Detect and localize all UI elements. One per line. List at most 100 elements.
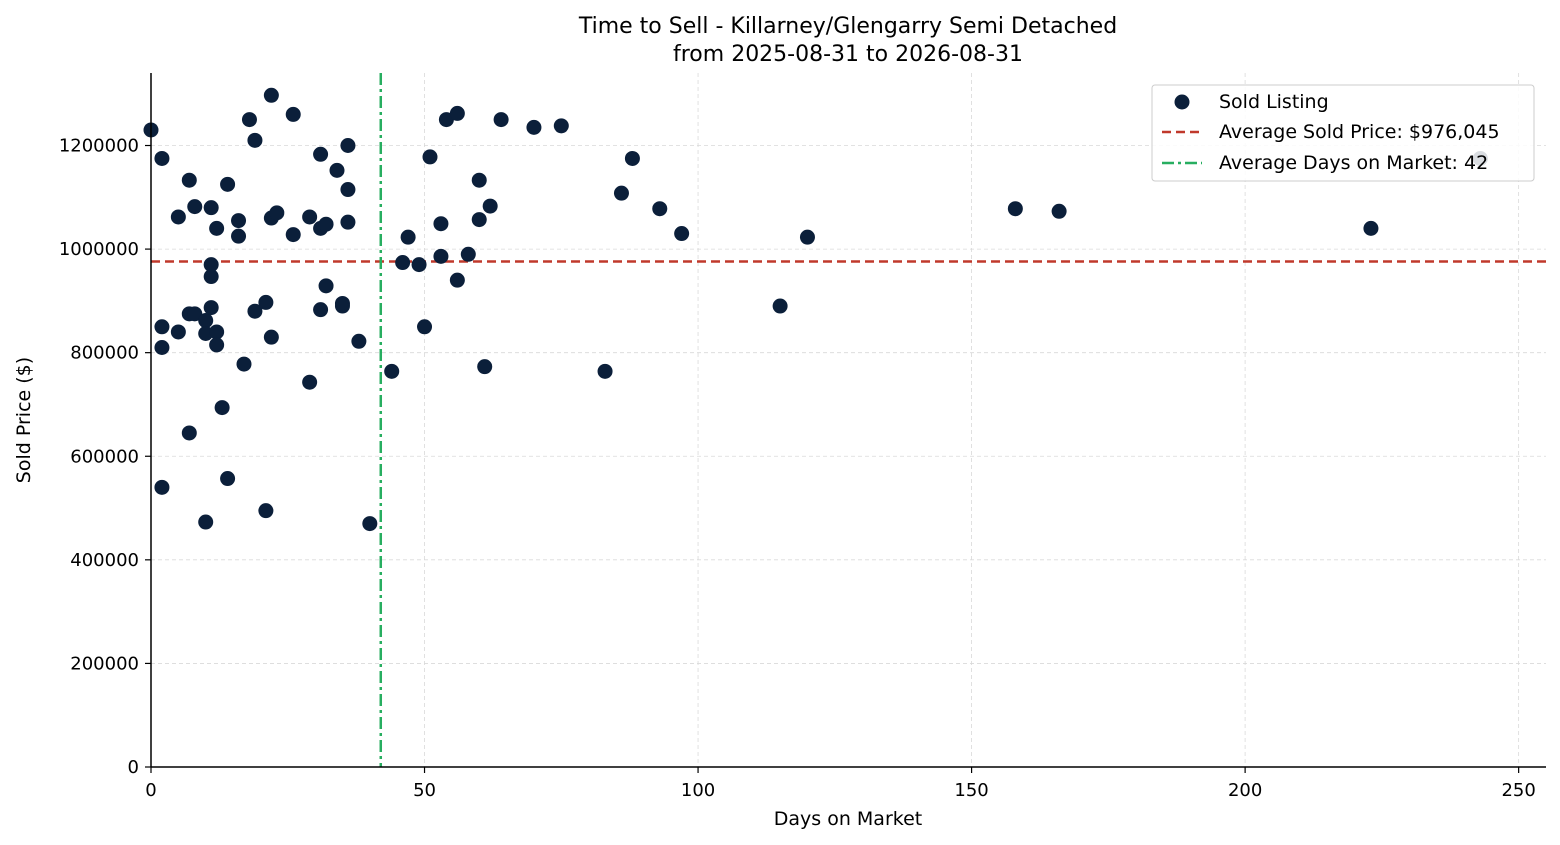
- y-tick-label: 200000: [70, 653, 139, 674]
- sold-listing-point: [220, 176, 236, 192]
- sold-listing-point: [258, 503, 274, 519]
- sold-listing-point: [340, 182, 356, 198]
- y-tick-label: 1200000: [59, 136, 139, 157]
- sold-listing-point: [384, 363, 400, 379]
- sold-listing-point: [154, 150, 170, 166]
- sold-listing-point: [198, 313, 214, 329]
- y-tick-label: 800000: [70, 343, 139, 364]
- sold-listing-point: [772, 298, 788, 314]
- sold-listing-point: [460, 246, 476, 262]
- sold-listing-point: [203, 269, 219, 285]
- sold-listing-point: [302, 374, 318, 390]
- sold-listing-point: [198, 514, 214, 530]
- x-tick-label: 200: [1228, 780, 1262, 801]
- sold-listing-point: [329, 162, 345, 178]
- sold-listing-point: [154, 339, 170, 355]
- sold-listing-point: [302, 209, 318, 225]
- sold-listing-point: [209, 220, 225, 236]
- sold-listing-point: [553, 118, 569, 134]
- legend-label-avg-price: Average Sold Price: $976,045: [1219, 121, 1500, 143]
- y-tick-label: 400000: [70, 550, 139, 571]
- sold-listing-point: [340, 138, 356, 154]
- sold-listing-point: [449, 105, 465, 121]
- x-tick-label: 150: [954, 780, 988, 801]
- legend-label-avg-days: Average Days on Market: 42: [1219, 152, 1488, 174]
- sold-listing-point: [526, 119, 542, 135]
- sold-listing-point: [263, 87, 279, 103]
- sold-listing-point: [422, 149, 438, 165]
- y-tick-label: 0: [128, 757, 139, 778]
- y-axis-label: Sold Price ($): [13, 357, 35, 483]
- sold-listing-point: [209, 337, 225, 353]
- sold-listing-point: [340, 214, 356, 230]
- legend-label-sold-listing: Sold Listing: [1219, 91, 1329, 113]
- sold-listing-point: [247, 132, 263, 148]
- sold-listing-point: [799, 229, 815, 245]
- sold-listing-point: [318, 278, 334, 294]
- chart-title: Time to Sell - Killarney/Glengarry Semi …: [578, 14, 1117, 39]
- legend-marker-sold-listing: [1174, 94, 1190, 110]
- sold-listing-point: [624, 150, 640, 166]
- sold-listing-point: [449, 272, 465, 288]
- x-tick-label: 50: [413, 780, 436, 801]
- sold-listing-point: [198, 326, 214, 342]
- sold-listing-point: [417, 319, 433, 335]
- sold-listing-point: [318, 216, 334, 232]
- sold-listing-point: [493, 112, 509, 128]
- sold-listing-point: [313, 146, 329, 162]
- sold-listing-point: [313, 302, 329, 318]
- sold-listing-point: [154, 319, 170, 335]
- sold-listing-point: [1051, 203, 1067, 219]
- sold-listing-point: [187, 306, 203, 322]
- sold-listing-point: [170, 209, 186, 225]
- sold-listing-point: [395, 255, 411, 271]
- sold-listing-point: [203, 300, 219, 316]
- sold-listing-point: [411, 257, 427, 273]
- sold-listing-point: [674, 226, 690, 242]
- reference-lines: [151, 73, 1546, 767]
- sold-listing-point: [400, 229, 416, 245]
- sold-listing-point: [477, 359, 493, 375]
- sold-listing-point: [203, 257, 219, 273]
- sold-listing-point: [187, 199, 203, 215]
- sold-listing-point: [438, 112, 454, 128]
- sold-listing-point: [471, 212, 487, 228]
- data-points: [143, 87, 1488, 532]
- y-tick-label: 1000000: [59, 239, 139, 260]
- sold-listing-point: [170, 324, 186, 340]
- sold-listing-point: [236, 356, 252, 372]
- sold-listing-point: [247, 303, 263, 319]
- sold-listing-point: [258, 294, 274, 310]
- sold-listing-point: [181, 172, 197, 188]
- sold-listing-point: [1363, 220, 1379, 236]
- sold-listing-point: [231, 213, 247, 229]
- sold-listing-point: [269, 205, 285, 221]
- sold-listing-point: [351, 333, 367, 349]
- x-tick-label: 250: [1501, 780, 1535, 801]
- sold-listing-point: [263, 329, 279, 345]
- sold-listing-point: [241, 112, 257, 128]
- sold-listing-point: [285, 227, 301, 243]
- sold-listing-point: [285, 106, 301, 122]
- sold-listing-point: [231, 228, 247, 244]
- x-tick-label: 100: [681, 780, 715, 801]
- x-axis-label: Days on Market: [774, 808, 922, 830]
- y-tick-label: 600000: [70, 446, 139, 467]
- x-tick-label: 0: [145, 780, 156, 801]
- sold-listing-point: [154, 479, 170, 495]
- y-ticks: 0 200000 400000 600000 800000 1000000 1200000: [59, 136, 151, 778]
- sold-listing-point: [482, 198, 498, 214]
- sold-listing-point: [209, 324, 225, 340]
- sold-listing-point: [433, 248, 449, 264]
- sold-listing-point: [652, 201, 668, 217]
- sold-listing-point: [181, 425, 197, 441]
- sold-listing-point: [597, 363, 613, 379]
- legend: Sold Listing Average Sold Price: $976,04…: [1151, 84, 1535, 182]
- sold-listing-point: [362, 516, 378, 532]
- sold-listing-point: [203, 200, 219, 216]
- sold-listing-point: [334, 298, 350, 314]
- legend-box: [1151, 84, 1535, 182]
- sold-listing-point: [433, 216, 449, 232]
- x-ticks: 0 50 100 150 200 250: [145, 767, 1536, 801]
